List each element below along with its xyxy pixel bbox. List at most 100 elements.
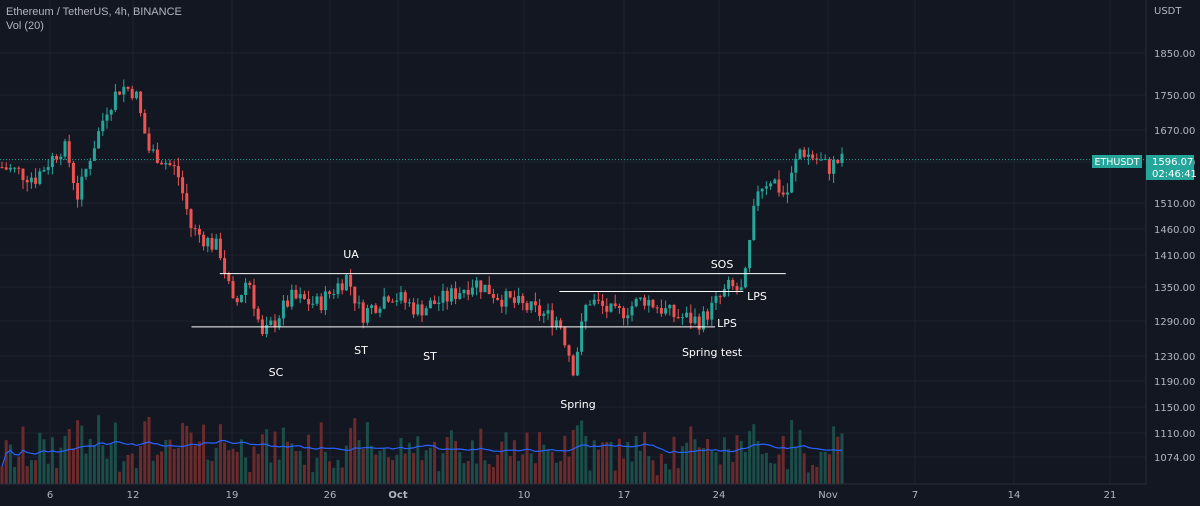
annotation-label: ST xyxy=(354,344,368,357)
price-tick-label: 1410.00 xyxy=(1154,251,1195,262)
annotation-label: UA xyxy=(343,248,359,261)
volume-bar xyxy=(735,435,739,484)
volume-bar xyxy=(84,453,88,484)
volume-bar xyxy=(840,433,844,484)
candle-body xyxy=(458,293,462,299)
candle-body xyxy=(391,301,395,303)
volume-bar xyxy=(609,441,613,484)
candle-body xyxy=(466,289,470,295)
volume-bar xyxy=(575,425,579,484)
volume-bar xyxy=(739,440,743,484)
time-tick-label: 24 xyxy=(713,490,726,501)
volume-bar xyxy=(710,450,714,484)
candle-body xyxy=(185,193,189,210)
volume-bar xyxy=(584,435,588,484)
volume-bar xyxy=(63,435,67,484)
volume-bar xyxy=(647,455,651,484)
volume-bar xyxy=(344,445,348,484)
volume-bar xyxy=(88,438,92,484)
candle-body xyxy=(651,300,655,308)
candle-body xyxy=(731,280,735,287)
volume-bar xyxy=(189,432,193,484)
candle-body xyxy=(836,159,840,164)
candle-body xyxy=(517,295,521,303)
volume-ma-line xyxy=(1,439,843,467)
candle-body xyxy=(0,167,4,169)
volume-bar xyxy=(659,453,663,484)
volume-bar xyxy=(244,457,248,484)
volume-bar xyxy=(634,436,638,484)
volume-bar xyxy=(760,454,764,484)
volume-bar xyxy=(823,452,827,484)
price-tag: ETHUSDT 1596.07 02:46:41 xyxy=(1092,155,1197,180)
candle-body xyxy=(172,165,176,167)
candle-body xyxy=(298,294,302,299)
volume-bar xyxy=(550,451,554,484)
candle-body xyxy=(164,163,168,165)
candle-body xyxy=(206,238,210,247)
candle-body xyxy=(785,192,789,195)
candle-body xyxy=(433,300,437,305)
volume-bar xyxy=(832,426,836,484)
volume-bar xyxy=(790,420,794,484)
candle-body xyxy=(521,295,525,304)
volume-bar xyxy=(378,450,382,484)
price-tick-label: 1110.00 xyxy=(1154,429,1195,440)
candle-body xyxy=(370,305,374,309)
candle-body xyxy=(55,155,59,160)
volume-bar xyxy=(420,460,424,484)
candle-body xyxy=(147,133,151,151)
volume-bar xyxy=(181,422,185,484)
time-tick-label: 21 xyxy=(1104,490,1117,501)
volume-bar xyxy=(449,430,453,484)
volume-bar xyxy=(743,451,747,484)
volume-bar xyxy=(101,445,105,484)
volume-bar xyxy=(109,444,113,484)
volume-bar xyxy=(395,454,399,484)
volume-bar xyxy=(25,466,29,484)
annotations: UA SOS LPS LPS ST ST SC Spring Spring test xyxy=(269,248,767,411)
candle-body xyxy=(794,158,798,173)
volume-bar xyxy=(752,424,756,484)
candle-body xyxy=(748,240,752,269)
volume-bar xyxy=(819,451,823,484)
volume-bar xyxy=(260,434,264,484)
volume-bar xyxy=(525,432,529,484)
candle-body xyxy=(134,91,138,99)
candle-body xyxy=(302,294,306,300)
volume-bar xyxy=(256,453,260,484)
volume-bar xyxy=(340,467,344,484)
volume-bar xyxy=(798,430,802,484)
price-tick-label: 1150.00 xyxy=(1154,403,1195,414)
volume-bar xyxy=(252,446,256,484)
candle-body xyxy=(567,345,571,356)
candle-body xyxy=(88,160,92,169)
volume-bar xyxy=(357,440,361,484)
volume-bar xyxy=(433,441,437,484)
volume-bar xyxy=(785,469,789,484)
volume-bar xyxy=(546,449,550,484)
volume-bar xyxy=(412,452,416,484)
candle-body xyxy=(487,284,491,295)
candle-body xyxy=(118,91,122,95)
candle-body xyxy=(655,307,659,309)
candle-body xyxy=(601,300,605,306)
candle-body xyxy=(92,148,96,161)
volume-bar xyxy=(655,475,659,484)
volume-bar xyxy=(496,454,500,484)
candle-body xyxy=(311,303,315,305)
candle-body xyxy=(197,228,201,235)
candle-body xyxy=(155,149,159,163)
candle-body xyxy=(126,86,130,89)
volume-bar xyxy=(122,461,126,484)
volume-bar xyxy=(281,427,285,484)
candle-body xyxy=(668,304,672,309)
volume-bar xyxy=(588,470,592,484)
candle-body xyxy=(613,303,617,307)
candle-body xyxy=(735,286,739,291)
volume-bar xyxy=(613,470,617,484)
volume-bar xyxy=(370,445,374,484)
volume-bar xyxy=(596,449,600,484)
candle-body xyxy=(819,159,823,161)
